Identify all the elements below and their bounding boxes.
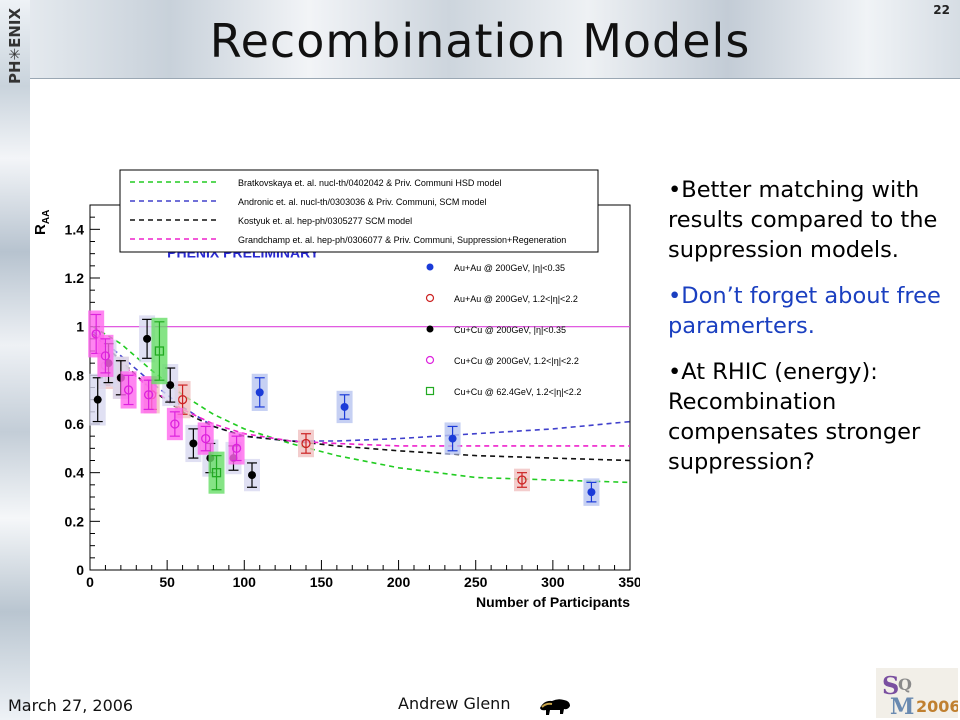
x-tick-label: 50 [159,574,175,590]
data-point [123,385,134,395]
data-point [301,438,311,449]
y-axis-title: RAA [35,210,52,235]
x-tick-label: 300 [541,574,565,590]
svg-text:M: M [890,694,914,718]
data-point [201,433,211,444]
series-0 [251,373,600,506]
data-legend-marker [425,386,435,396]
data-legend-label: Au+Au @ 200GeV, |η|<0.35 [454,263,565,273]
data-point [91,329,101,339]
x-axis-title: Number of Participants [476,594,630,610]
data-legend-marker [425,293,435,303]
model-legend: Bratkovskaya et. al. nucl-th/0402042 & P… [119,169,599,253]
model-legend-label: Grandchamp et. al. hep-ph/0306077 & Priv… [238,235,566,245]
model-legend-label: Andronic et. al. nucl-th/0303036 & Priv.… [238,197,486,207]
data-point [177,395,188,405]
data-point [340,402,349,411]
bullet-free-parameters: •Don’t forget about free paramerters. [668,283,941,339]
y-tick-label: 1 [76,319,84,335]
model-legend-label: Kostyuk et. al. hep-ph/0305277 SCM model [238,216,412,226]
data-legend-label: Cu+Cu @ 200GeV, |η|<0.35 [454,325,566,335]
data-legend-marker [425,355,435,365]
svg-text:Q: Q [898,675,912,694]
bullet-rhic-energy: •At RHIC (energy): Recombination compens… [668,359,921,475]
x-tick-label: 200 [387,574,411,590]
footer-author: Andrew Glenn [398,694,511,713]
footer-date: March 27, 2006 [8,696,134,715]
data-point [143,390,154,400]
y-tick-label: 1.2 [65,270,85,286]
model-curve-0 [92,326,631,484]
data-legend-marker [426,263,434,271]
x-tick-label: 150 [310,574,334,590]
series-4 [151,317,225,494]
data-point [211,468,222,478]
x-tick-label: 100 [233,574,257,590]
svg-text:S: S [882,671,899,700]
data-legend-label: Cu+Cu @ 62.4GeV, 1.2<|η|<2.2 [454,387,581,397]
data-legend-marker [426,325,434,333]
buffalo-logo-icon [540,699,570,715]
y-tick-label: 1.4 [65,221,85,237]
data-point [517,475,527,485]
bullet-matching: •Better matching with results compared t… [668,177,938,263]
data-point [448,434,457,443]
slide-header-band [30,0,960,79]
raa-chart-svg: 0 50 100 150 200 250 300 350 0 0.2 0.4 0.6 0.8 1 1.2 1.… [32,169,642,610]
data-point [248,471,256,480]
y-tick-label: 0.6 [65,416,85,432]
slide-title: Recombination Models [209,14,751,68]
bullet-list: •Better matching with results compared t… [668,175,953,493]
data-point [100,351,111,361]
data-point [255,388,264,397]
data-point [93,395,102,404]
data-legend-label: Au+Au @ 200GeV, 1.2<|η|<2.2 [454,294,578,304]
sqm-2006-logo: S Q M 2006 [876,668,958,718]
x-tick-label: 350 [618,574,640,590]
data-point [231,443,242,453]
model-legend-frame [119,169,599,253]
data-point [154,346,165,356]
y-tick-label: 0.2 [65,513,85,529]
data-point [587,488,596,497]
slide-border-left [0,0,30,720]
data-point [166,381,175,390]
data-point [143,334,152,343]
y-tick-label: 0 [76,562,84,578]
data-point [170,419,180,429]
x-tick-label: 250 [464,574,488,590]
y-tick-label: 0.8 [65,367,85,383]
raa-chart: 0 50 100 150 200 250 300 350 0 0.2 0.4 0.6 0.8 1 1.2 1.… [32,160,642,610]
data-legend-label: Cu+Cu @ 200GeV, 1.2<|η|<2.2 [454,356,579,366]
sqm-year: 2006 [916,697,958,716]
series-3 [88,310,245,465]
data-point [189,439,198,448]
data-legend: Au+Au @ 200GeV, |η|<0.35 Au+Au @ 200GeV, … [425,263,581,397]
x-tick-label: 0 [86,574,94,590]
slide-number: 22 [933,3,950,17]
y-tick-label: 0.4 [65,465,85,481]
model-legend-label: Bratkovskaya et. al. nucl-th/0402042 & P… [238,178,501,188]
